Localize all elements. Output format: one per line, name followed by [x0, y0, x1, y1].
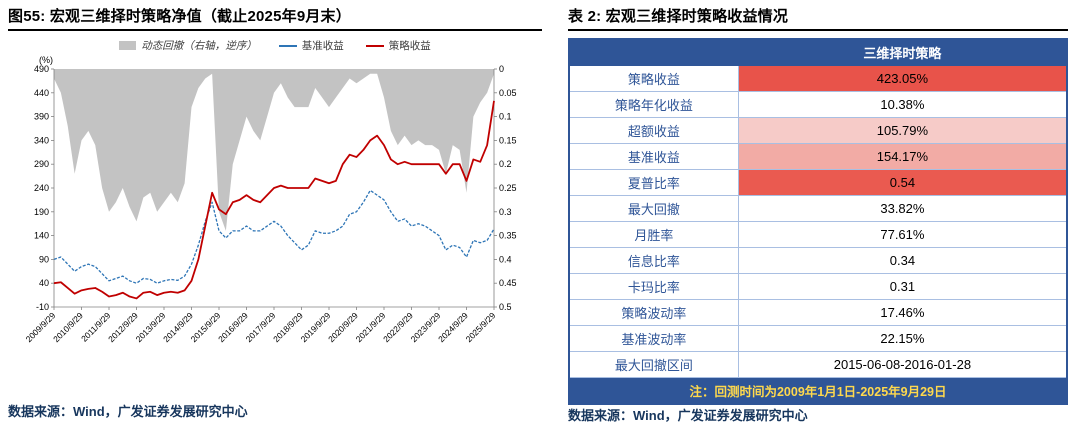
table-source: 数据来源：Wind，广发证券发展研究中心	[568, 408, 808, 423]
table-row: 超额收益 105.79%	[568, 117, 1068, 144]
figure-source: 数据来源：Wind，广发证券发展研究中心	[8, 404, 248, 419]
svg-text:0.45: 0.45	[499, 278, 517, 288]
legend-item-drawdown: 动态回撤（右轴，逆序）	[119, 38, 257, 53]
table-row: 卡玛比率 0.31	[568, 273, 1068, 300]
svg-text:-10: -10	[36, 302, 49, 312]
metric-label: 信息比率	[568, 247, 739, 274]
svg-text:0.4: 0.4	[499, 254, 512, 264]
chart-legend: 动态回撤（右轴，逆序） 基准收益 策略收益	[8, 38, 542, 53]
legend-label-strategy: 策略收益	[388, 40, 431, 52]
metric-label: 月胜率	[568, 221, 739, 248]
table-panel: 表 2: 宏观三维择时策略收益情况 三维择时策略 策略收益 423.05% 策略年化…	[550, 0, 1080, 428]
svg-text:0.35: 0.35	[499, 231, 517, 241]
table-header-empty-cell	[568, 38, 739, 66]
table-row: 夏普比率 0.54	[568, 169, 1068, 196]
svg-text:490: 490	[34, 64, 49, 74]
table-title: 表 2: 宏观三维择时策略收益情况	[568, 5, 1068, 31]
left-axis-unit: (%)	[39, 55, 53, 65]
drawdown-swatch-icon	[119, 41, 137, 50]
svg-text:40: 40	[39, 278, 49, 288]
svg-text:140: 140	[34, 231, 49, 241]
benchmark-line	[53, 189, 495, 284]
svg-text:190: 190	[34, 207, 49, 217]
metric-value: 0.34	[737, 247, 1068, 274]
table-header-row: 三维择时策略	[568, 38, 1068, 66]
legend-item-benchmark: 基准收益	[278, 38, 344, 53]
metric-value: 423.05%	[737, 65, 1068, 92]
table-row: 基准波动率 22.15%	[568, 325, 1068, 352]
svg-text:440: 440	[34, 88, 49, 98]
svg-text:0.3: 0.3	[499, 207, 512, 217]
metric-value: 105.79%	[737, 117, 1068, 144]
legend-item-strategy: 策略收益	[365, 38, 431, 53]
figure-title: 图55: 宏观三维择时策略净值（截止2025年9月末）	[8, 5, 542, 31]
table-row: 最大回撤区间 2015-06-08-2016-01-28	[568, 351, 1068, 378]
table-row: 月胜率 77.61%	[568, 221, 1068, 248]
metric-label: 最大回撤区间	[568, 351, 739, 378]
metric-value: 0.31	[737, 273, 1068, 300]
benchmark-swatch-icon	[278, 44, 297, 47]
table-row: 策略年化收益 10.38%	[568, 91, 1068, 118]
metric-label: 夏普比率	[568, 169, 739, 196]
metric-value: 10.38%	[737, 91, 1068, 118]
strategy-line	[53, 100, 495, 300]
legend-label-drawdown: 动态回撤（右轴，逆序）	[141, 40, 257, 52]
table-row: 策略波动率 17.46%	[568, 299, 1068, 326]
svg-text:240: 240	[34, 183, 49, 193]
table-row: 最大回撤 33.82%	[568, 195, 1068, 222]
metric-value: 154.17%	[737, 143, 1068, 170]
svg-text:0.5: 0.5	[499, 302, 512, 312]
svg-text:0: 0	[499, 64, 504, 74]
svg-text:0.15: 0.15	[499, 135, 517, 145]
table-row: 基准收益 154.17%	[568, 143, 1068, 170]
strategy-swatch-icon	[365, 44, 384, 47]
svg-text:90: 90	[39, 254, 49, 264]
svg-text:2025/9/29: 2025/9/29	[464, 310, 498, 344]
table-header-cell: 三维择时策略	[737, 38, 1068, 66]
svg-text:0.1: 0.1	[499, 112, 512, 122]
figure-panel: 图55: 宏观三维择时策略净值（截止2025年9月末） 动态回撤（右轴，逆序） …	[8, 5, 542, 419]
drawdown-area	[54, 69, 494, 231]
metric-label: 策略年化收益	[568, 91, 739, 118]
table-note-row: 注：回测时间为2009年1月1日-2025年9月29日	[568, 377, 1068, 405]
metric-label: 策略波动率	[568, 299, 739, 326]
metric-label: 策略收益	[568, 65, 739, 92]
svg-text:290: 290	[34, 159, 49, 169]
svg-text:340: 340	[34, 135, 49, 145]
metric-value: 0.54	[737, 169, 1068, 196]
metrics-table: 三维择时策略 策略收益 423.05% 策略年化收益 10.38% 超额收益 105.79…	[568, 38, 1068, 405]
svg-text:390: 390	[34, 112, 49, 122]
svg-text:0.2: 0.2	[499, 159, 512, 169]
metric-value: 33.82%	[737, 195, 1068, 222]
metric-value: 17.46%	[737, 299, 1068, 326]
svg-text:0.25: 0.25	[499, 183, 517, 193]
metric-label: 卡玛比率	[568, 273, 739, 300]
metric-value: 2015-06-08-2016-01-28	[737, 351, 1068, 378]
table-row: 信息比率 0.34	[568, 247, 1068, 274]
metric-label: 最大回撤	[568, 195, 739, 222]
metric-value: 77.61%	[737, 221, 1068, 248]
svg-text:2010/9/29: 2010/9/29	[51, 310, 85, 344]
metric-label: 基准波动率	[568, 325, 739, 352]
metric-value: 22.15%	[737, 325, 1068, 352]
legend-label-benchmark: 基准收益	[301, 40, 344, 52]
svg-text:0.05: 0.05	[499, 88, 517, 98]
metric-label: 超额收益	[568, 117, 739, 144]
nav-chart: 490 440 390 340 290 240 190 140 90 40 -10 0 0.05 0.1 0…	[24, 55, 517, 344]
table-row: 策略收益 423.05%	[568, 65, 1068, 92]
table-note: 注：回测时间为2009年1月1日-2025年9月29日	[568, 377, 1068, 405]
metric-label: 基准收益	[568, 143, 739, 170]
